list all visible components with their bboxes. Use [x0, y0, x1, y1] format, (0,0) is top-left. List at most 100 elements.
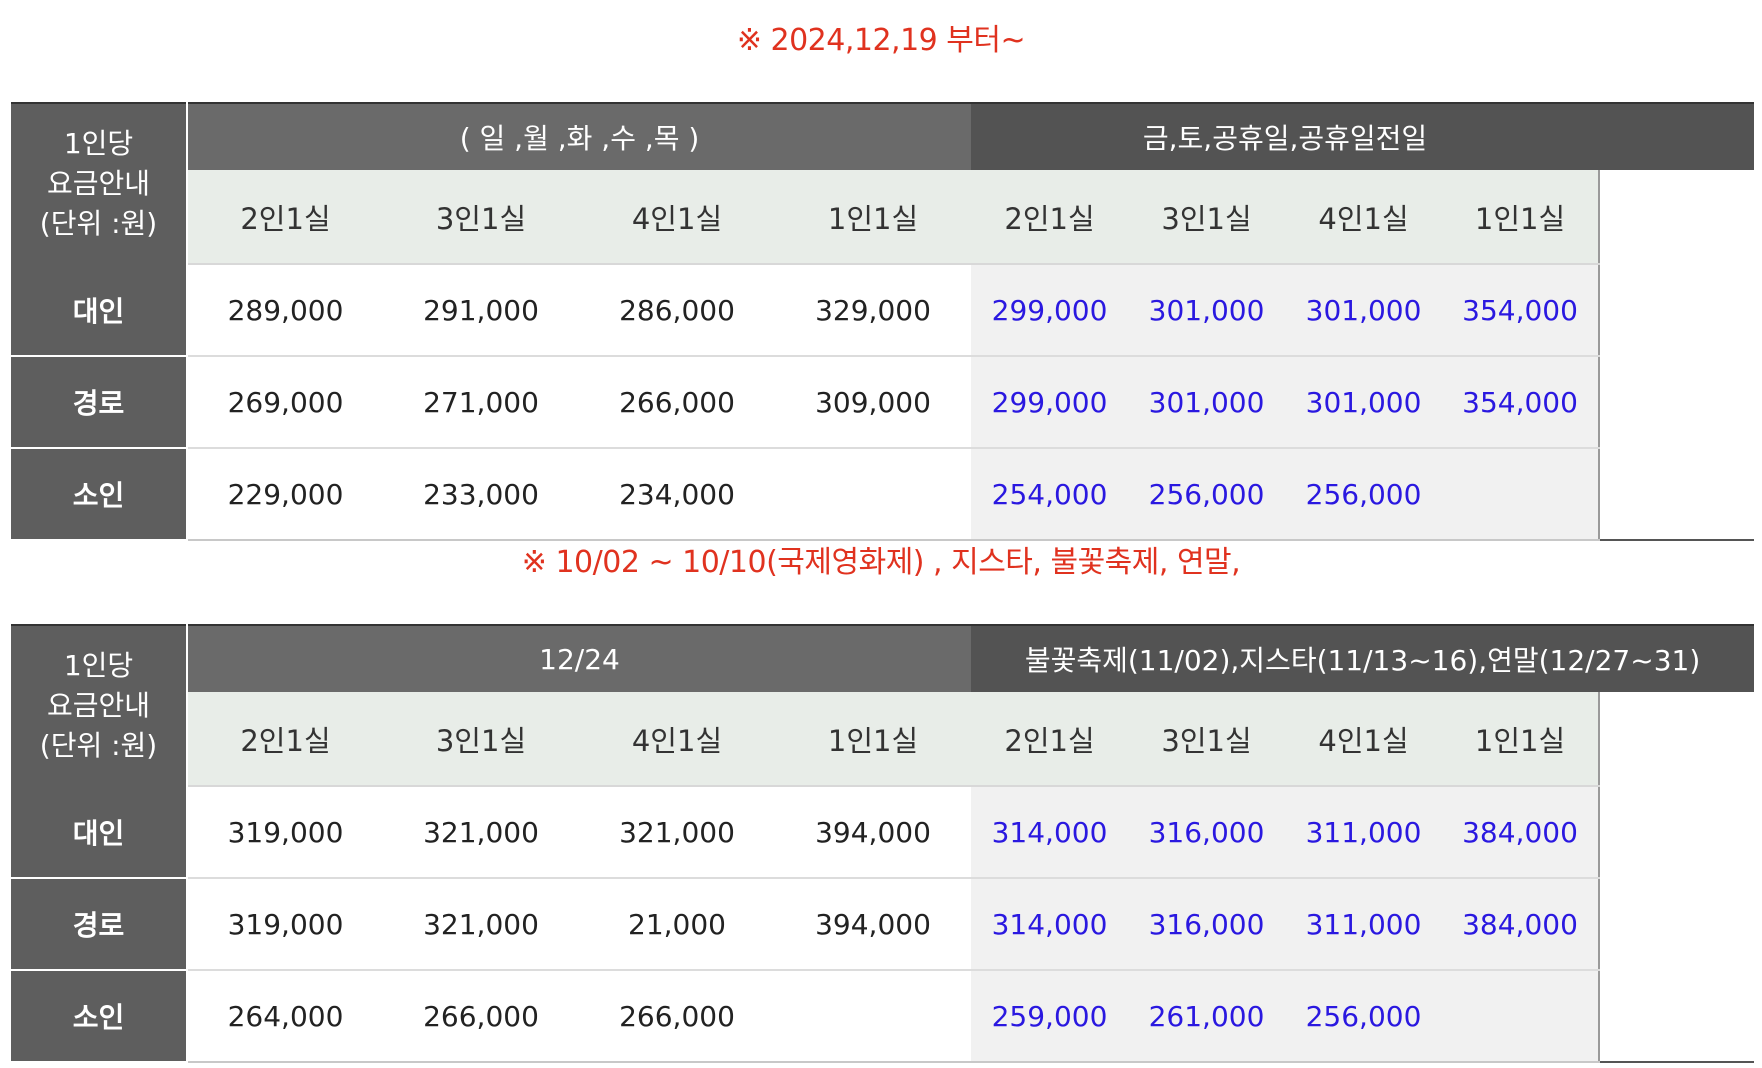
price-cell: 233,000 — [383, 448, 579, 541]
notice-effective-date: ※ 2024,12,19 부터~ — [736, 23, 1026, 58]
corner-header: 1인당 요금안내 (단위 :원) — [11, 102, 188, 264]
table-spacer — [1598, 878, 1755, 970]
header-spacer — [1599, 102, 1755, 170]
price-cell: 299,000 — [971, 264, 1129, 357]
table-spacer — [1598, 356, 1755, 448]
corner-line-rate-guide: 요금안내 — [46, 689, 151, 722]
price-cell: 314,000 — [971, 786, 1129, 879]
price-cell: 319,000 — [187, 878, 383, 971]
table-spacer — [1598, 786, 1755, 878]
room-type-header: 4인1실 — [579, 170, 775, 265]
price-cell — [775, 448, 972, 541]
room-type-header: 3인1실 — [383, 170, 579, 265]
weekend-group-header: 금,토,공휴일,공휴일전일 — [971, 102, 1600, 170]
table-spacer — [1598, 970, 1755, 1063]
row-label-adult: 대인 — [11, 786, 188, 879]
price-cell — [1442, 970, 1600, 1063]
room-type-header: 2인1실 — [971, 692, 1129, 787]
price-cell: 384,000 — [1442, 878, 1600, 971]
room-type-header: 2인1실 — [971, 170, 1129, 265]
row-label-child: 소인 — [11, 448, 188, 541]
price-cell: 21,000 — [579, 878, 775, 971]
price-cell: 321,000 — [383, 786, 579, 879]
room-type-header: 1인1실 — [775, 692, 972, 787]
price-cell: 321,000 — [383, 878, 579, 971]
corner-line-unit: (단위 :원) — [39, 729, 158, 762]
price-cell: 269,000 — [187, 356, 383, 449]
row-label-child: 소인 — [11, 970, 188, 1063]
room-type-header: 1인1실 — [1442, 170, 1600, 265]
table-row: 경로 319,000 321,000 21,000 394,000 314,00… — [11, 878, 1755, 971]
corner-line-rate-guide: 요금안내 — [46, 167, 151, 200]
price-cell: 301,000 — [1128, 264, 1286, 357]
price-cell: 309,000 — [775, 356, 972, 449]
price-cell: 289,000 — [187, 264, 383, 357]
table-spacer — [1598, 170, 1755, 264]
room-type-header: 3인1실 — [1128, 692, 1286, 787]
price-cell — [1442, 448, 1600, 541]
row-label-senior: 경로 — [11, 878, 188, 971]
price-cell: 354,000 — [1442, 264, 1600, 357]
price-cell: 266,000 — [579, 356, 775, 449]
price-cell: 314,000 — [971, 878, 1129, 971]
table-row: 경로 269,000 271,000 266,000 309,000 299,0… — [11, 356, 1755, 449]
weekday-group-header: ( 일 ,월 ,화 ,수 ,목 ) — [187, 102, 972, 170]
table-spacer — [1598, 264, 1755, 356]
room-type-header: 2인1실 — [187, 170, 383, 265]
room-type-header: 3인1실 — [1128, 170, 1286, 265]
table-row: 대인 289,000 291,000 286,000 329,000 299,0… — [11, 264, 1755, 357]
room-type-header: 1인1실 — [1442, 692, 1600, 787]
table-row: 대인 319,000 321,000 321,000 394,000 314,0… — [11, 786, 1755, 879]
price-cell: 321,000 — [579, 786, 775, 879]
price-cell: 299,000 — [971, 356, 1129, 449]
corner-line-per-person: 1인당 — [63, 649, 134, 682]
price-cell: 256,000 — [1285, 448, 1443, 541]
price-cell: 394,000 — [775, 878, 972, 971]
festival-group-header: 불꽃축제(11/02),지스타(11/13~16),연말(12/27~31) — [971, 624, 1755, 692]
price-cell: 394,000 — [775, 786, 972, 879]
price-cell: 329,000 — [775, 264, 972, 357]
price-cell: 286,000 — [579, 264, 775, 357]
room-type-header: 3인1실 — [383, 692, 579, 787]
room-type-header: 4인1실 — [579, 692, 775, 787]
christmas-eve-group-header: 12/24 — [187, 624, 972, 692]
price-cell: 301,000 — [1128, 356, 1286, 449]
price-cell: 266,000 — [383, 970, 579, 1063]
price-cell: 234,000 — [579, 448, 775, 541]
room-type-header: 2인1실 — [187, 692, 383, 787]
price-cell: 291,000 — [383, 264, 579, 357]
price-cell: 256,000 — [1285, 970, 1443, 1063]
rate-table-regular: 1인당 요금안내 (단위 :원) ( 일 ,월 ,화 ,수 ,목 ) 금,토,공… — [11, 102, 1755, 541]
table-row: 소인 229,000 233,000 234,000 254,000 256,0… — [11, 448, 1755, 541]
corner-header: 1인당 요금안내 (단위 :원) — [11, 624, 188, 786]
table-spacer — [1598, 692, 1755, 786]
corner-line-unit: (단위 :원) — [39, 207, 158, 240]
price-cell — [775, 970, 972, 1063]
price-cell: 301,000 — [1285, 356, 1443, 449]
price-cell: 301,000 — [1285, 264, 1443, 357]
price-cell: 311,000 — [1285, 878, 1443, 971]
price-cell: 316,000 — [1128, 786, 1286, 879]
price-cell: 311,000 — [1285, 786, 1443, 879]
corner-line-per-person: 1인당 — [63, 127, 134, 160]
price-cell: 256,000 — [1128, 448, 1286, 541]
price-cell: 316,000 — [1128, 878, 1286, 971]
price-cell: 264,000 — [187, 970, 383, 1063]
row-label-adult: 대인 — [11, 264, 188, 357]
price-cell: 384,000 — [1442, 786, 1600, 879]
price-cell: 319,000 — [187, 786, 383, 879]
price-cell: 259,000 — [971, 970, 1129, 1063]
room-type-header: 4인1실 — [1285, 170, 1443, 265]
rate-table-special: 1인당 요금안내 (단위 :원) 12/24 불꽃축제(11/02),지스타(1… — [11, 624, 1755, 1063]
price-cell: 254,000 — [971, 448, 1129, 541]
price-cell: 354,000 — [1442, 356, 1600, 449]
room-type-header: 1인1실 — [775, 170, 972, 265]
table-spacer — [1598, 448, 1755, 541]
price-cell: 271,000 — [383, 356, 579, 449]
room-type-header: 4인1실 — [1285, 692, 1443, 787]
price-cell: 229,000 — [187, 448, 383, 541]
row-label-senior: 경로 — [11, 356, 188, 449]
table-row: 소인 264,000 266,000 266,000 259,000 261,0… — [11, 970, 1755, 1063]
price-cell: 261,000 — [1128, 970, 1286, 1063]
price-cell: 266,000 — [579, 970, 775, 1063]
